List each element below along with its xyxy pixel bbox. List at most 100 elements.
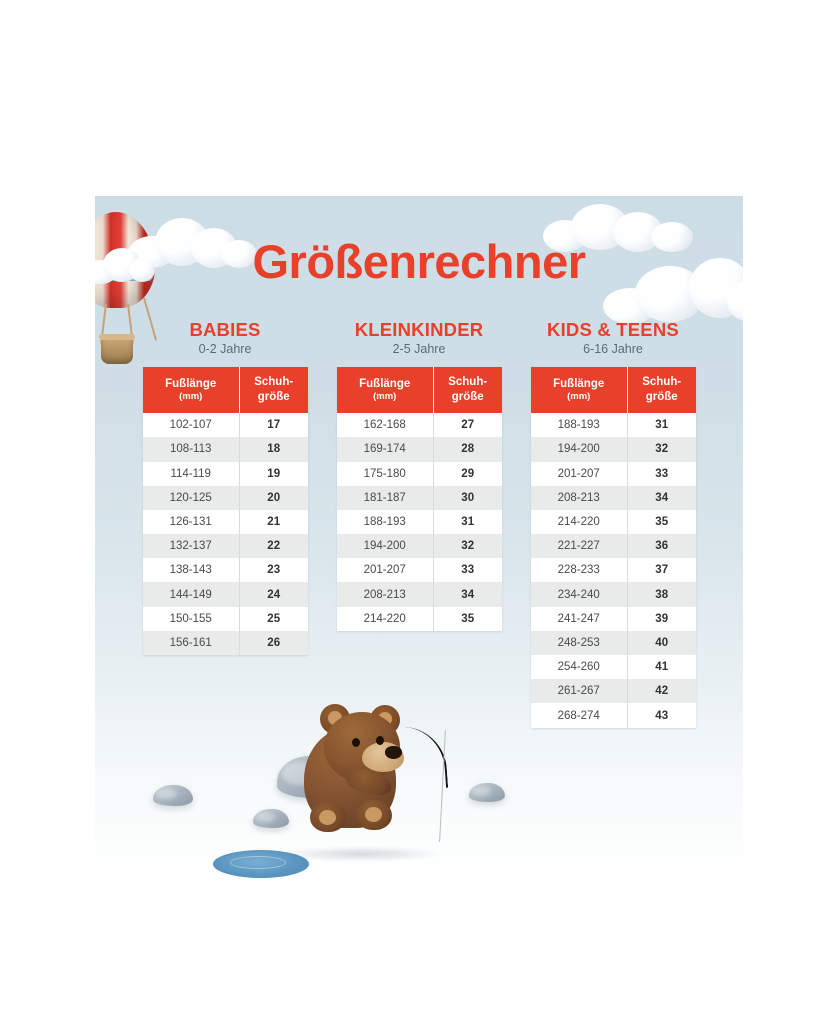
- cell-shoe-size: 28: [432, 437, 502, 462]
- column-title-babies: BABIES: [189, 319, 261, 340]
- cell-foot-length: 208-213: [336, 582, 434, 607]
- table-row: 261-267 42: [530, 679, 696, 704]
- size-column-babies: BABIES 0-2 Jahre Fußlänge (mm) Schuh- gr…: [135, 319, 315, 656]
- column-title-kleinkinder: KLEINKINDER: [354, 319, 484, 340]
- table-row: 108-113 18: [142, 437, 308, 462]
- table-header-row: Fußlänge (mm) Schuh- größe: [142, 367, 308, 414]
- cell-foot-length: 241-247: [530, 606, 628, 631]
- cell-foot-length: 194-200: [530, 437, 628, 462]
- table-row: 181-187 30: [336, 485, 502, 510]
- cell-foot-length: 248-253: [530, 630, 628, 656]
- bear-leg-right: [356, 800, 392, 830]
- cell-shoe-size: 40: [626, 630, 696, 656]
- table-row: 156-161 26: [142, 630, 308, 656]
- cell-foot-length: 188-193: [530, 413, 628, 438]
- cell-shoe-size: 19: [238, 461, 308, 486]
- table-header-row: Fußlänge (mm) Schuh- größe: [336, 367, 502, 414]
- cell-shoe-size: 17: [238, 413, 308, 438]
- size-tables-row: BABIES 0-2 Jahre Fußlänge (mm) Schuh- gr…: [95, 320, 743, 728]
- table-row: 268-274 43: [530, 703, 696, 728]
- cell-foot-length: 181-187: [336, 485, 434, 510]
- cell-foot-length: 214-220: [336, 606, 434, 631]
- cell-foot-length: 268-274: [530, 703, 628, 728]
- cell-foot-length: 175-180: [336, 461, 434, 486]
- cell-shoe-size: 43: [626, 703, 696, 728]
- cell-foot-length: 221-227: [530, 534, 628, 559]
- header-foot-length: Fußlänge (mm): [530, 367, 628, 414]
- cell-foot-length: 208-213: [530, 485, 628, 510]
- cell-shoe-size: 41: [626, 655, 696, 680]
- table-body-kleinkinder: 162-168 27 169-174 28 175-180 29 181-187 30 188-…: [336, 413, 502, 631]
- header-shoe-size: Schuh- größe: [239, 367, 308, 414]
- table-row: 188-193 31: [530, 413, 696, 438]
- fishing-line: [439, 730, 446, 842]
- cell-shoe-size: 37: [626, 558, 696, 583]
- cell-foot-length: 169-174: [336, 437, 434, 462]
- bear-shadow: [281, 846, 441, 862]
- header-foot-length: Fußlänge (mm): [142, 367, 240, 414]
- cell-shoe-size: 32: [432, 534, 502, 559]
- cell-foot-length: 201-207: [336, 558, 434, 583]
- cell-shoe-size: 36: [626, 534, 696, 559]
- cell-shoe-size: 30: [432, 485, 502, 510]
- table-row: 248-253 40: [530, 630, 696, 656]
- size-table-babies: Fußlänge (mm) Schuh- größe 102-107 17 108-…: [142, 367, 308, 656]
- cell-foot-length: 214-220: [530, 509, 628, 535]
- size-column-kleinkinder: KLEINKINDER 2-5 Jahre Fußlänge (mm) Schu…: [329, 320, 509, 631]
- column-subtitle-kleinkinder: 2-5 Jahre: [392, 342, 446, 357]
- header-foot-length: Fußlänge (mm): [336, 367, 434, 414]
- cell-foot-length: 254-260: [530, 655, 628, 680]
- table-row: 194-200 32: [336, 534, 502, 559]
- cell-foot-length: 126-131: [142, 509, 240, 535]
- table-row: 201-207 33: [530, 461, 696, 486]
- cell-foot-length: 156-161: [142, 630, 240, 656]
- cell-shoe-size: 39: [626, 606, 696, 631]
- size-chart-poster: Größenrechner BABIES 0-2 Jahre Fußlänge …: [95, 196, 743, 884]
- bear-paw: [319, 810, 336, 825]
- column-subtitle-kids-teens: 6-16 Jahre: [583, 342, 643, 357]
- cell-foot-length: 138-143: [142, 558, 240, 583]
- rock-icon: [153, 785, 193, 806]
- table-row: 188-193 31: [336, 509, 502, 535]
- table-row: 241-247 39: [530, 606, 696, 631]
- balloon-basket: [99, 334, 135, 364]
- table-row: 162-168 27: [336, 413, 502, 438]
- size-table-kids-teens: Fußlänge (mm) Schuh- größe 188-193 31 194-…: [530, 367, 696, 728]
- table-row: 169-174 28: [336, 437, 502, 462]
- cell-shoe-size: 33: [626, 461, 696, 486]
- table-row: 221-227 36: [530, 534, 696, 559]
- cell-shoe-size: 26: [238, 630, 308, 656]
- header-shoe-size: Schuh- größe: [627, 367, 696, 414]
- cell-shoe-size: 23: [238, 558, 308, 583]
- table-row: 208-213 34: [336, 582, 502, 607]
- table-row: 214-220 35: [336, 606, 502, 631]
- bear-paw: [365, 807, 382, 822]
- table-body-babies: 102-107 17 108-113 18 114-119 19 120-125 20 126-…: [142, 413, 308, 656]
- cell-shoe-size: 32: [626, 437, 696, 462]
- cell-foot-length: 150-155: [142, 606, 240, 631]
- table-row: 150-155 25: [142, 606, 308, 631]
- cell-foot-length: 194-200: [336, 534, 434, 559]
- table-row: 126-131 21: [142, 509, 308, 535]
- cell-foot-length: 144-149: [142, 582, 240, 607]
- table-row: 175-180 29: [336, 461, 502, 486]
- fishing-rod-icon: [379, 723, 449, 793]
- water-puddle-icon: [213, 850, 309, 878]
- cell-foot-length: 102-107: [142, 413, 240, 438]
- table-row: 114-119 19: [142, 461, 308, 486]
- table-row: 208-213 34: [530, 485, 696, 510]
- cell-shoe-size: 35: [432, 606, 502, 631]
- cell-foot-length: 132-137: [142, 534, 240, 559]
- table-header-row: Fußlänge (mm) Schuh- größe: [530, 367, 696, 414]
- column-subtitle-babies: 0-2 Jahre: [198, 342, 252, 357]
- rock-icon: [277, 756, 339, 798]
- bear-leg-left: [310, 802, 346, 832]
- cell-shoe-size: 34: [432, 582, 502, 607]
- bear-arm: [343, 764, 395, 800]
- table-row: 144-149 24: [142, 582, 308, 607]
- cell-shoe-size: 27: [432, 413, 502, 438]
- cell-shoe-size: 24: [238, 582, 308, 607]
- cell-foot-length: 188-193: [336, 509, 434, 535]
- rock-icon: [469, 783, 505, 802]
- cell-shoe-size: 20: [238, 485, 308, 510]
